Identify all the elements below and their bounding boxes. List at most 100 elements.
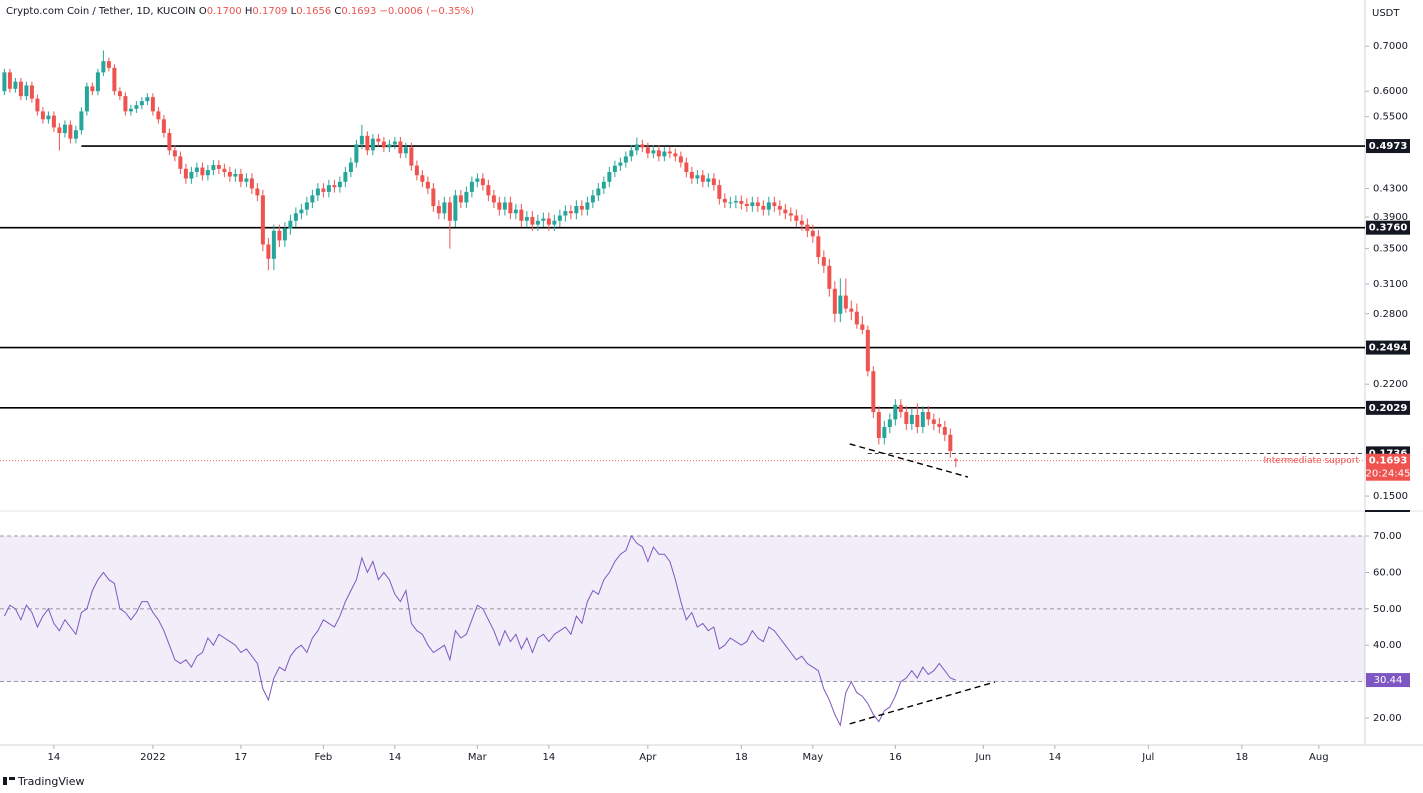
candle-body <box>51 115 56 128</box>
candle-body <box>436 205 441 214</box>
brand-logo: TradingView <box>3 775 84 788</box>
candle-body <box>876 412 881 438</box>
candle-body <box>788 213 793 216</box>
candle-body <box>948 434 953 452</box>
candle-body <box>128 108 133 112</box>
rsi-trendline <box>849 681 996 725</box>
x-tick-label: Feb <box>315 752 333 763</box>
candle-body <box>233 173 238 177</box>
candle-body <box>62 124 67 134</box>
legend-value: 0.1656 <box>296 6 332 17</box>
candle-body <box>821 257 826 266</box>
y-tick-label: 0.1500 <box>1373 491 1408 502</box>
candle-body <box>370 138 375 151</box>
x-tick-label: Mar <box>468 752 488 763</box>
candle-body <box>376 138 381 142</box>
candle-body <box>953 459 958 461</box>
candle-body <box>238 173 243 182</box>
x-tick-label: 16 <box>889 752 902 763</box>
rsi-last-box <box>1366 673 1410 688</box>
candle-body <box>73 130 78 139</box>
candle-body <box>321 188 326 192</box>
candle-body <box>46 115 51 120</box>
candle-body <box>288 220 293 229</box>
x-tick-label: 14 <box>48 752 61 763</box>
candle-body <box>183 168 188 179</box>
candle-body <box>596 188 601 196</box>
candle-body <box>568 211 573 214</box>
price-change: −0.0006 (−0.35%) <box>379 6 475 17</box>
candle-body <box>486 185 491 196</box>
candle-body <box>722 198 727 203</box>
y-tick-label: 0.3100 <box>1373 279 1408 290</box>
candle-body <box>348 162 353 173</box>
candle-body <box>145 97 150 102</box>
candle-body <box>926 412 931 420</box>
y-tick-label: 50.00 <box>1373 604 1402 615</box>
candle-body <box>123 96 128 112</box>
candle-body <box>398 141 403 154</box>
candle-body <box>57 127 62 134</box>
ohlc-legend: O0.1700 H0.1709 L0.1656 C0.1693 <box>199 6 380 17</box>
candle-body <box>299 209 304 214</box>
candle-body <box>904 412 909 424</box>
y-tick-label: 40.00 <box>1373 640 1402 651</box>
candle-body <box>453 195 458 221</box>
candle-body <box>205 170 210 176</box>
candle-body <box>777 205 782 210</box>
candle-body <box>420 175 425 182</box>
candle-body <box>887 419 892 428</box>
candle-body <box>392 141 397 145</box>
candle-body <box>365 135 370 151</box>
candle-body <box>167 133 172 151</box>
candle-body <box>216 165 221 169</box>
candle-body <box>266 244 271 259</box>
candle-body <box>882 427 887 438</box>
rsi-line <box>3 534 956 727</box>
symbol-title: Crypto.com Coin / Tether, 1D, KUCOIN <box>6 6 196 17</box>
y-tick-label: 70.00 <box>1373 531 1402 542</box>
candle-body <box>134 105 139 109</box>
candle-body <box>827 265 832 289</box>
candle-body <box>695 175 700 179</box>
candle-body <box>139 101 144 106</box>
candle-body <box>409 147 414 166</box>
y-tick-label: 60.00 <box>1373 567 1402 578</box>
candle-body <box>601 181 606 189</box>
candle-body <box>805 224 810 231</box>
candle-body <box>854 311 859 325</box>
candle-body <box>293 213 298 221</box>
candle-body <box>491 195 496 203</box>
last-price-label: 0.1693 <box>1369 456 1408 467</box>
candle-body <box>755 202 760 206</box>
candle-body <box>816 236 821 258</box>
candle-body <box>590 195 595 203</box>
candle-body <box>673 153 678 157</box>
candle-body <box>667 151 672 154</box>
candle-body <box>629 150 634 157</box>
legend-key: H <box>244 6 253 17</box>
candle-body <box>898 404 903 413</box>
candle-body <box>513 209 518 214</box>
candle-body <box>849 308 854 312</box>
candle-body <box>68 124 73 139</box>
x-tick-label: 2022 <box>140 752 165 763</box>
candle-body <box>354 144 359 163</box>
level-label-box <box>1366 220 1410 235</box>
candle-body <box>563 211 568 216</box>
candle-body <box>310 195 315 203</box>
annotation: Intermediate support <box>1264 456 1360 466</box>
candle-body <box>838 295 843 314</box>
candle-body <box>557 215 562 221</box>
candle-body <box>13 81 18 89</box>
candle-body <box>535 220 540 225</box>
candle-body <box>766 202 771 210</box>
candle-body <box>530 217 535 225</box>
candle-body <box>733 200 738 203</box>
candle-body <box>684 162 689 173</box>
candle-body <box>574 205 579 214</box>
candle-body <box>519 209 524 221</box>
candle-body <box>645 147 650 154</box>
